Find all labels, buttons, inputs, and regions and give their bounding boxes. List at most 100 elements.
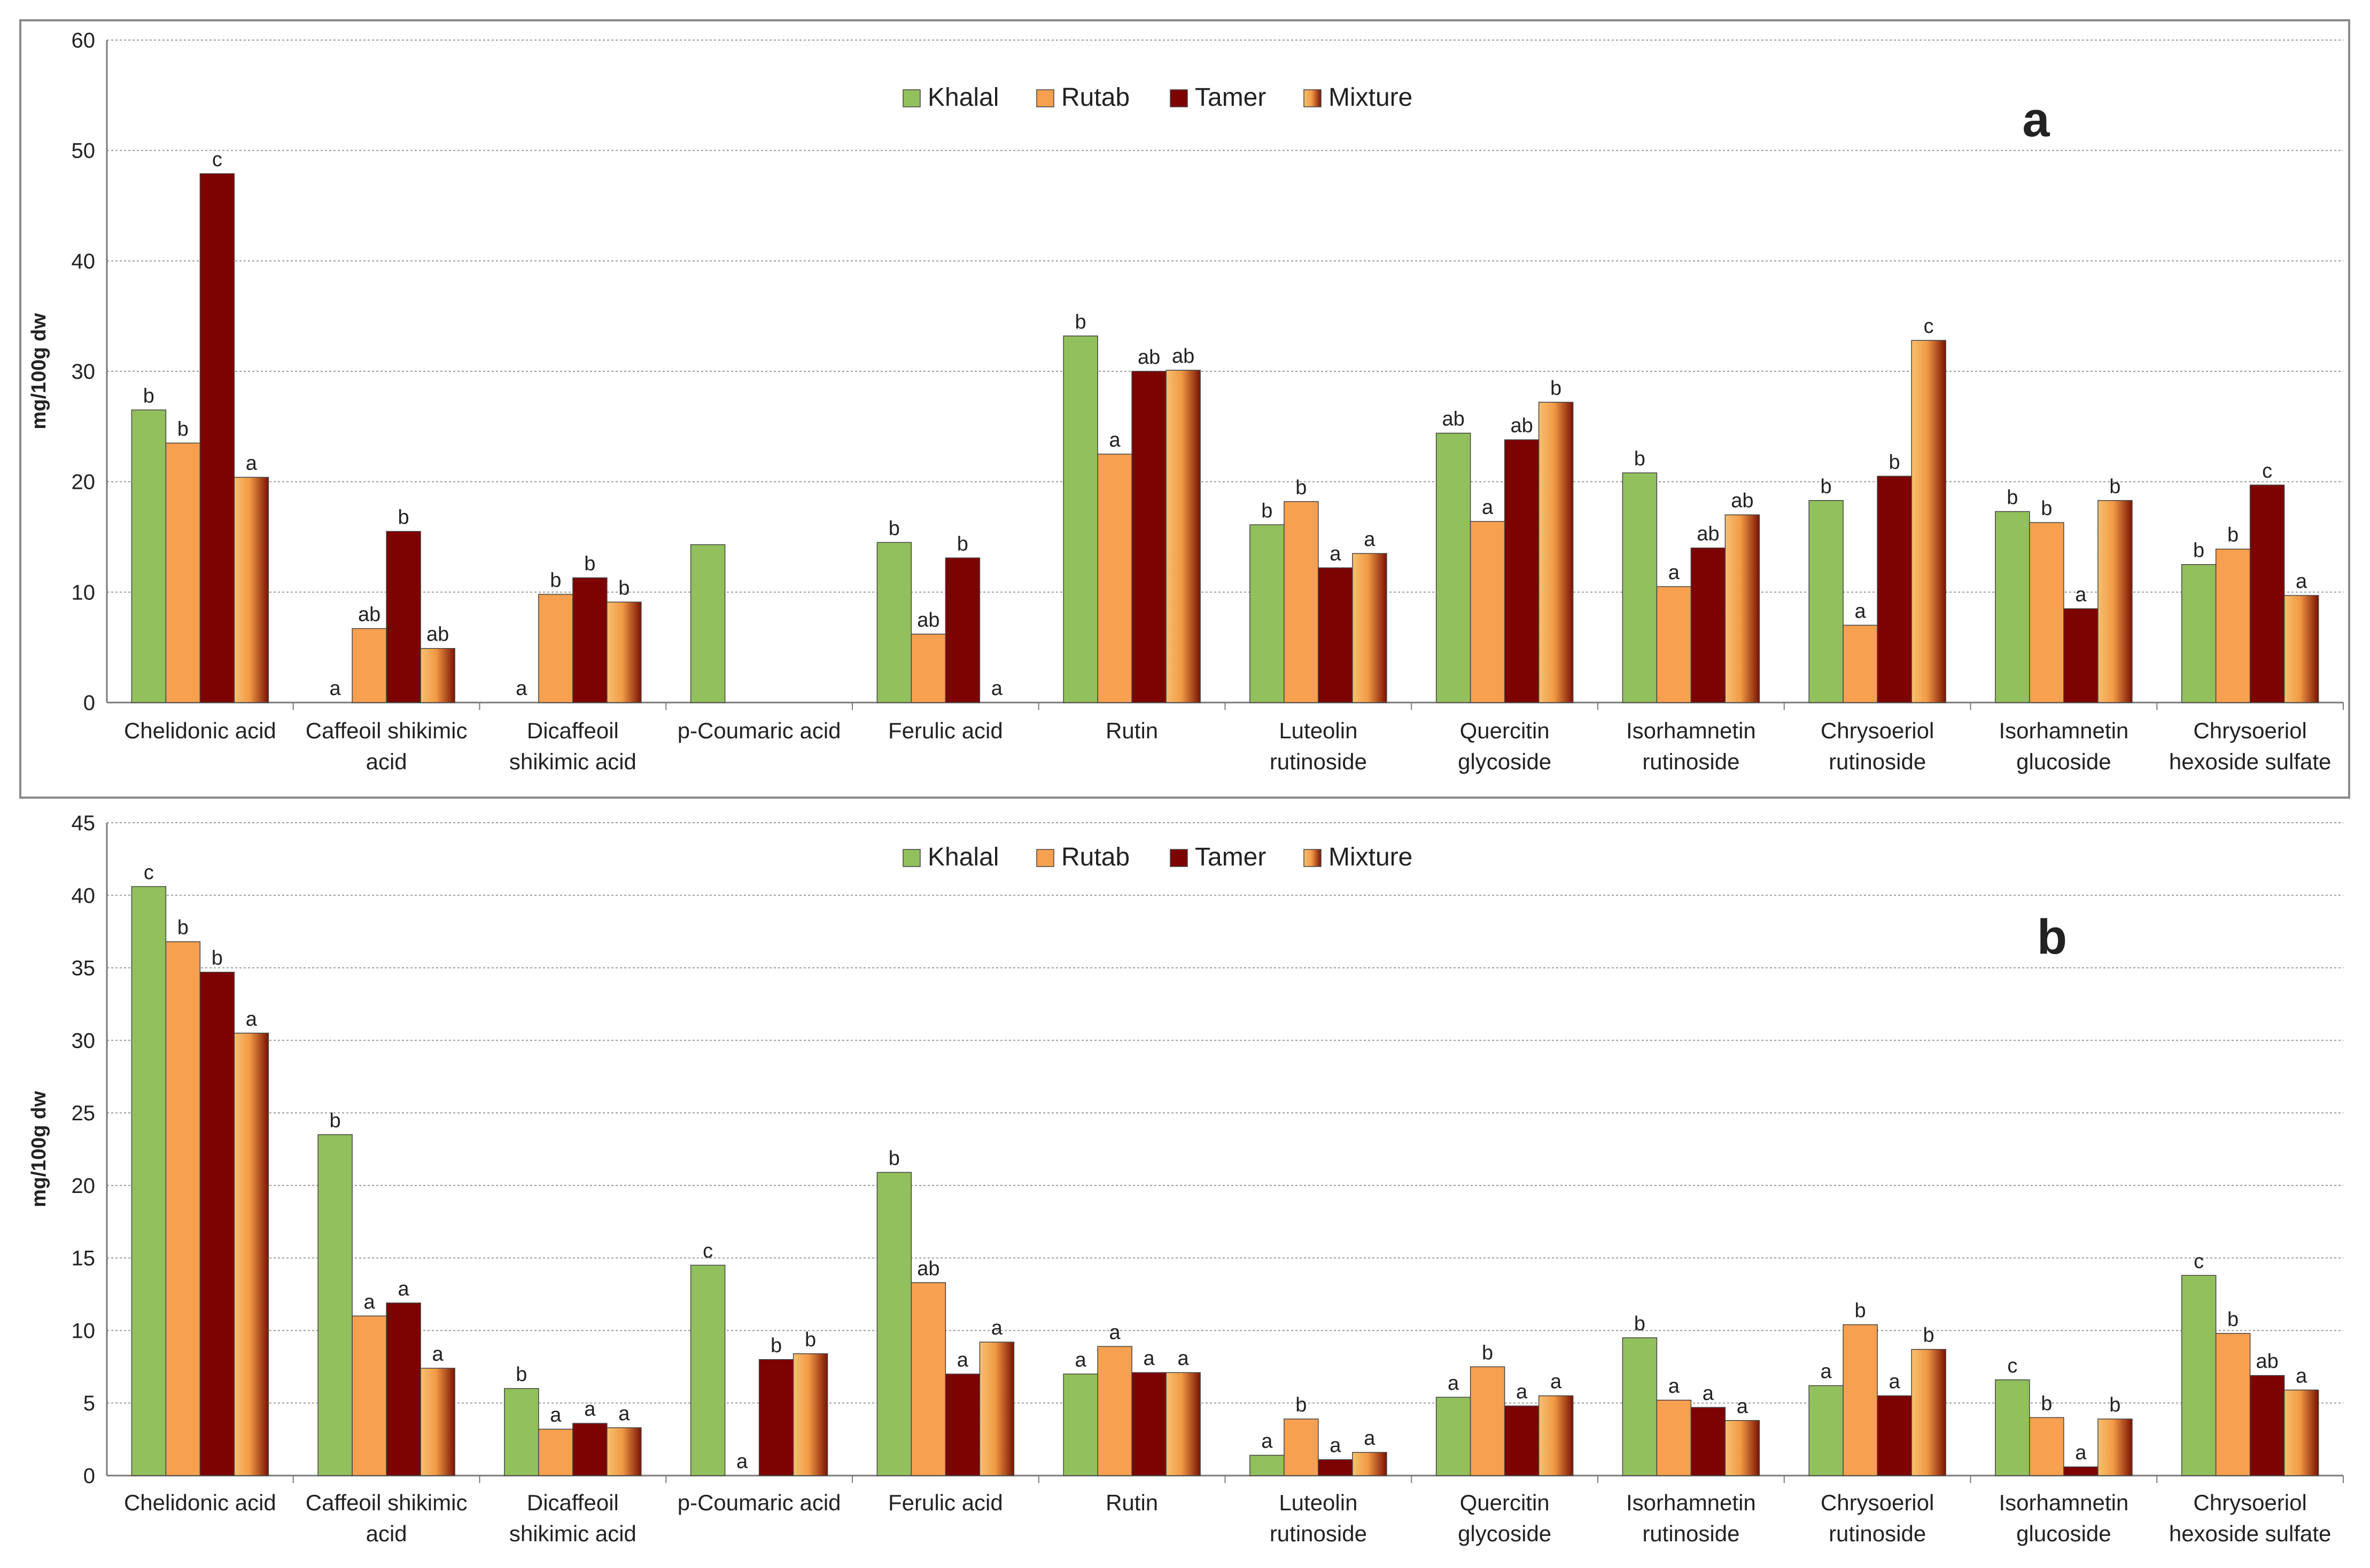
panel-a-category-label: Luteolin rutinoside — [1270, 718, 1367, 774]
panel-b-significance-letter: a — [1109, 1321, 1121, 1344]
panel-b-bar-mixture — [979, 1341, 1015, 1476]
panel-b-bar-tamer — [199, 971, 235, 1476]
panel-b-category-label: Luteolin rutinoside — [1270, 1490, 1367, 1546]
panel-b-category-label: Dicaffeoil shikimic acid — [509, 1490, 636, 1546]
panel-b-category-label: Chelidonic acid — [124, 1490, 276, 1515]
panel-a-category-label-line: rutinoside — [1642, 749, 1739, 774]
panel-a-category-label: Dicaffeoil shikimic acid — [509, 718, 636, 774]
panel-a-bar-khalal — [1249, 524, 1285, 703]
panel-b-significance-letter: a — [736, 1450, 748, 1473]
panel-b-bar-khalal — [876, 1172, 912, 1476]
panel-a-significance-letter: b — [398, 506, 409, 529]
panel-b-category-label-line: Ferulic acid — [888, 1490, 1003, 1515]
panel-b-category-label-line: Dicaffeoil — [527, 1490, 619, 1515]
panel-a-category-label-line: Chrysoeriol — [1821, 718, 1934, 743]
panel-a-category-label-line: Caffeoil shikimic — [306, 718, 468, 743]
panel-a-category-label-line: p-Coumaric acid — [678, 718, 841, 743]
panel-a-significance-letter: a — [991, 677, 1003, 700]
panel-a-bar-tamer — [945, 557, 981, 703]
panel-a-y-axis-label: mg/100g dw — [28, 313, 50, 430]
panel-b-category-label: Caffeoil shikimic acid — [306, 1490, 468, 1546]
panel-a-category-label: Caffeoil shikimic acid — [306, 718, 468, 774]
panel-a-bar-rutab — [1656, 586, 1692, 703]
panel-a-legend-label-tamer: Tamer — [1195, 83, 1266, 112]
panel-b-y-axis-label: mg/100g dw — [28, 1091, 50, 1207]
panel-a-category-label-line: glucoside — [2016, 749, 2111, 774]
panel-b-significance-letter: a — [1821, 1361, 1832, 1383]
panel-a-significance-letter: a — [1668, 561, 1680, 584]
panel-a-bar-khalal — [1995, 511, 2030, 703]
panel-b-y-tick-label: 45 — [72, 812, 96, 835]
panel-a-y-tick-label: 40 — [72, 249, 96, 273]
panel-b-y-tick-label: 15 — [72, 1247, 96, 1270]
panel-b-bar-khalal — [1249, 1455, 1285, 1476]
panel-a-significance-letter: b — [1295, 477, 1307, 499]
panel-a-category-label-line: Ferulic acid — [888, 718, 1003, 743]
panel-a-y-tick-label: 60 — [72, 29, 96, 52]
panel-b-bar-tamer — [758, 1359, 794, 1476]
panel-a-significance-letter: ab — [1138, 346, 1160, 369]
panel-a-category-label: Isorhamnetin glucoside — [1999, 718, 2128, 774]
panel-a-bar-khalal — [690, 544, 726, 703]
panel-a-bar-tamer — [2063, 608, 2099, 703]
panel-b-category-label: Chrysoeriol rutinoside — [1821, 1490, 1934, 1546]
panel-b-legend-swatch-mixture — [1303, 849, 1322, 867]
panel-b-significance-letter: a — [2296, 1365, 2307, 1387]
panel-a-significance-letter: b — [1075, 311, 1086, 333]
panel-b-significance-letter: b — [177, 917, 189, 939]
panel-a-significance-letter: b — [1261, 500, 1272, 522]
panel-a-bar-rutab — [2029, 522, 2064, 703]
panel-a-legend-swatch-rutab — [1036, 89, 1054, 107]
panel-a-category-label: Rutin — [1106, 718, 1158, 743]
panel-b-significance-letter: a — [1550, 1371, 1562, 1393]
panel-a-category-label-line: Quercitin — [1460, 718, 1550, 743]
panel-a-significance-letter: b — [584, 552, 595, 575]
panel-a-bar-rutab — [1284, 501, 1319, 703]
panel-a-significance-letter: b — [177, 418, 189, 440]
panel-b-significance-letter: b — [1923, 1324, 1934, 1347]
panel-a-category-label-line: Chelidonic acid — [124, 718, 276, 743]
panel-a-significance-letter: a — [246, 452, 258, 474]
panel-b-bar-mixture — [420, 1368, 455, 1476]
panel-a-bar-rutab — [911, 634, 946, 703]
panel-b-significance-letter: b — [330, 1110, 341, 1132]
panel-a-panel-letter: a — [2022, 92, 2050, 147]
panel-b-category-label: Isorhamnetin rutinoside — [1626, 1490, 1756, 1546]
panel-a-significance-letter: c — [2262, 460, 2272, 482]
panel-b-y-tick-label: 5 — [83, 1392, 95, 1415]
panel-a-significance-letter: b — [2227, 524, 2239, 547]
panel-b-significance-letter: b — [2227, 1308, 2239, 1331]
panel-b-category-label: Ferulic acid — [888, 1490, 1003, 1515]
panel-b-legend-swatch-tamer — [1170, 849, 1188, 867]
panel-a-bar-tamer — [1690, 547, 1726, 703]
panel-b-bar-rutab — [911, 1282, 946, 1476]
panel-b-bar-rutab — [1097, 1346, 1132, 1476]
panel-b-category-label-line: Caffeoil shikimic — [306, 1490, 468, 1515]
panel-a-significance-letter: b — [1821, 475, 1832, 498]
panel-b-significance-letter: a — [618, 1402, 630, 1425]
panel-a-bar-rutab — [1843, 625, 1878, 703]
panel-b-bar-tamer — [386, 1302, 421, 1476]
panel-b-significance-letter: b — [1482, 1341, 1493, 1364]
panel-a-significance-letter: a — [2296, 571, 2307, 593]
panel-a-bar-tamer — [2249, 485, 2285, 703]
panel-a-significance-letter: ab — [1172, 345, 1194, 368]
panel-b-significance-letter: b — [805, 1329, 816, 1351]
panel-b-significance-letter: c — [703, 1240, 713, 1262]
panel-a-significance-letter: a — [1330, 543, 1341, 565]
panel-b-legend-swatch-rutab — [1036, 849, 1054, 867]
panel-b-significance-letter: b — [1295, 1394, 1307, 1416]
panel-a-bar-rutab — [1470, 521, 1505, 703]
panel-b-significance-letter: b — [2041, 1392, 2052, 1415]
panel-b-category-label-line: hexoside sulfate — [2169, 1521, 2332, 1546]
panel-b-bar-rutab — [352, 1315, 387, 1476]
panel-a-category-label: Chrysoeriol hexoside sulfate — [2169, 718, 2332, 774]
panel-b-bar-khalal — [1622, 1337, 1658, 1476]
panel-a-bar-mixture — [1538, 402, 1574, 703]
panel-a-bar-rutab — [1097, 454, 1132, 703]
panel-a-bar-rutab — [2215, 548, 2251, 703]
panel-a-bar-tamer — [1877, 475, 1912, 703]
panel-b-y-tick-label: 20 — [72, 1174, 96, 1198]
